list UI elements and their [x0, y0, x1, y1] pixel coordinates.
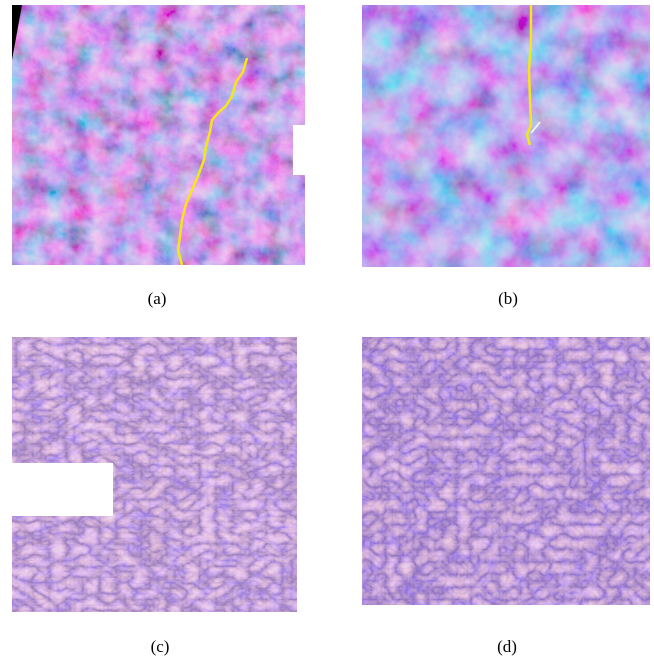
caption: (a): [148, 289, 167, 308]
panel-b: (b): [362, 5, 650, 308]
image-b-texture: [362, 5, 650, 267]
image-a-texture: [12, 5, 305, 265]
caption: (d): [497, 637, 517, 656]
caption: (c): [151, 637, 170, 656]
panel-d: (d): [362, 337, 650, 656]
panel-a: (a): [12, 5, 307, 308]
image-notch: [293, 125, 307, 175]
image-d-texture: [362, 337, 650, 605]
panel-c: (c): [0, 337, 297, 656]
image-notch: [0, 463, 113, 516]
caption: (b): [498, 289, 518, 308]
figure: (a) (b) (c) (d): [0, 0, 654, 660]
